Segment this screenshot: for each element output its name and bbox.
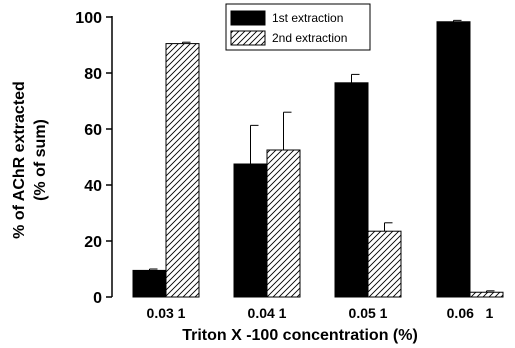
y-tick-label: 20 [84,234,102,251]
y-tick-label: 80 [84,66,102,83]
y-tick-label: 100 [75,10,102,27]
x-tick-label: 0.06 1 [447,305,494,321]
legend-swatch-2nd-extraction [230,30,266,46]
x-axis-tick-labels: 0.03 1 0.04 1 0.05 1 0.06 1 [147,305,494,321]
x-tick-label: 0.05 1 [349,305,388,321]
y-axis-title-line1: % of AChR extracted [11,81,28,239]
y-tick-label: 40 [84,178,102,195]
x-tick-label: 0.03 1 [147,305,186,321]
y-axis-title: % of AChR extracted (% of sum) [11,81,49,239]
y-tick-label: 0 [93,290,102,307]
bar-1st-extraction [132,269,167,298]
bar-1st-extraction [233,163,268,298]
bar-1st-extraction [436,21,471,298]
bar-2nd-extraction [266,149,301,298]
x-tick-label: 0.04 1 [248,305,287,321]
bar-2nd-extraction [469,291,504,298]
error-bars [149,19,495,293]
legend-swatch-1st-extraction [230,10,266,26]
bar-2nd-extraction [165,43,200,298]
bar-2nd-extraction [367,230,402,298]
legend: 1st extraction 2nd extraction [225,3,371,51]
legend-label-1st-extraction: 1st extraction [272,11,343,25]
bars [132,21,504,298]
y-axis-ticks: 0 20 40 60 80 100 [75,10,112,307]
x-axis-title: Triton X -100 concentration (%) [182,327,418,344]
y-axis-title-line2: (% of sum) [32,119,49,201]
y-tick-label: 60 [84,122,102,139]
legend-label-2nd-extraction: 2nd extraction [272,31,347,45]
bar-1st-extraction [334,82,369,298]
